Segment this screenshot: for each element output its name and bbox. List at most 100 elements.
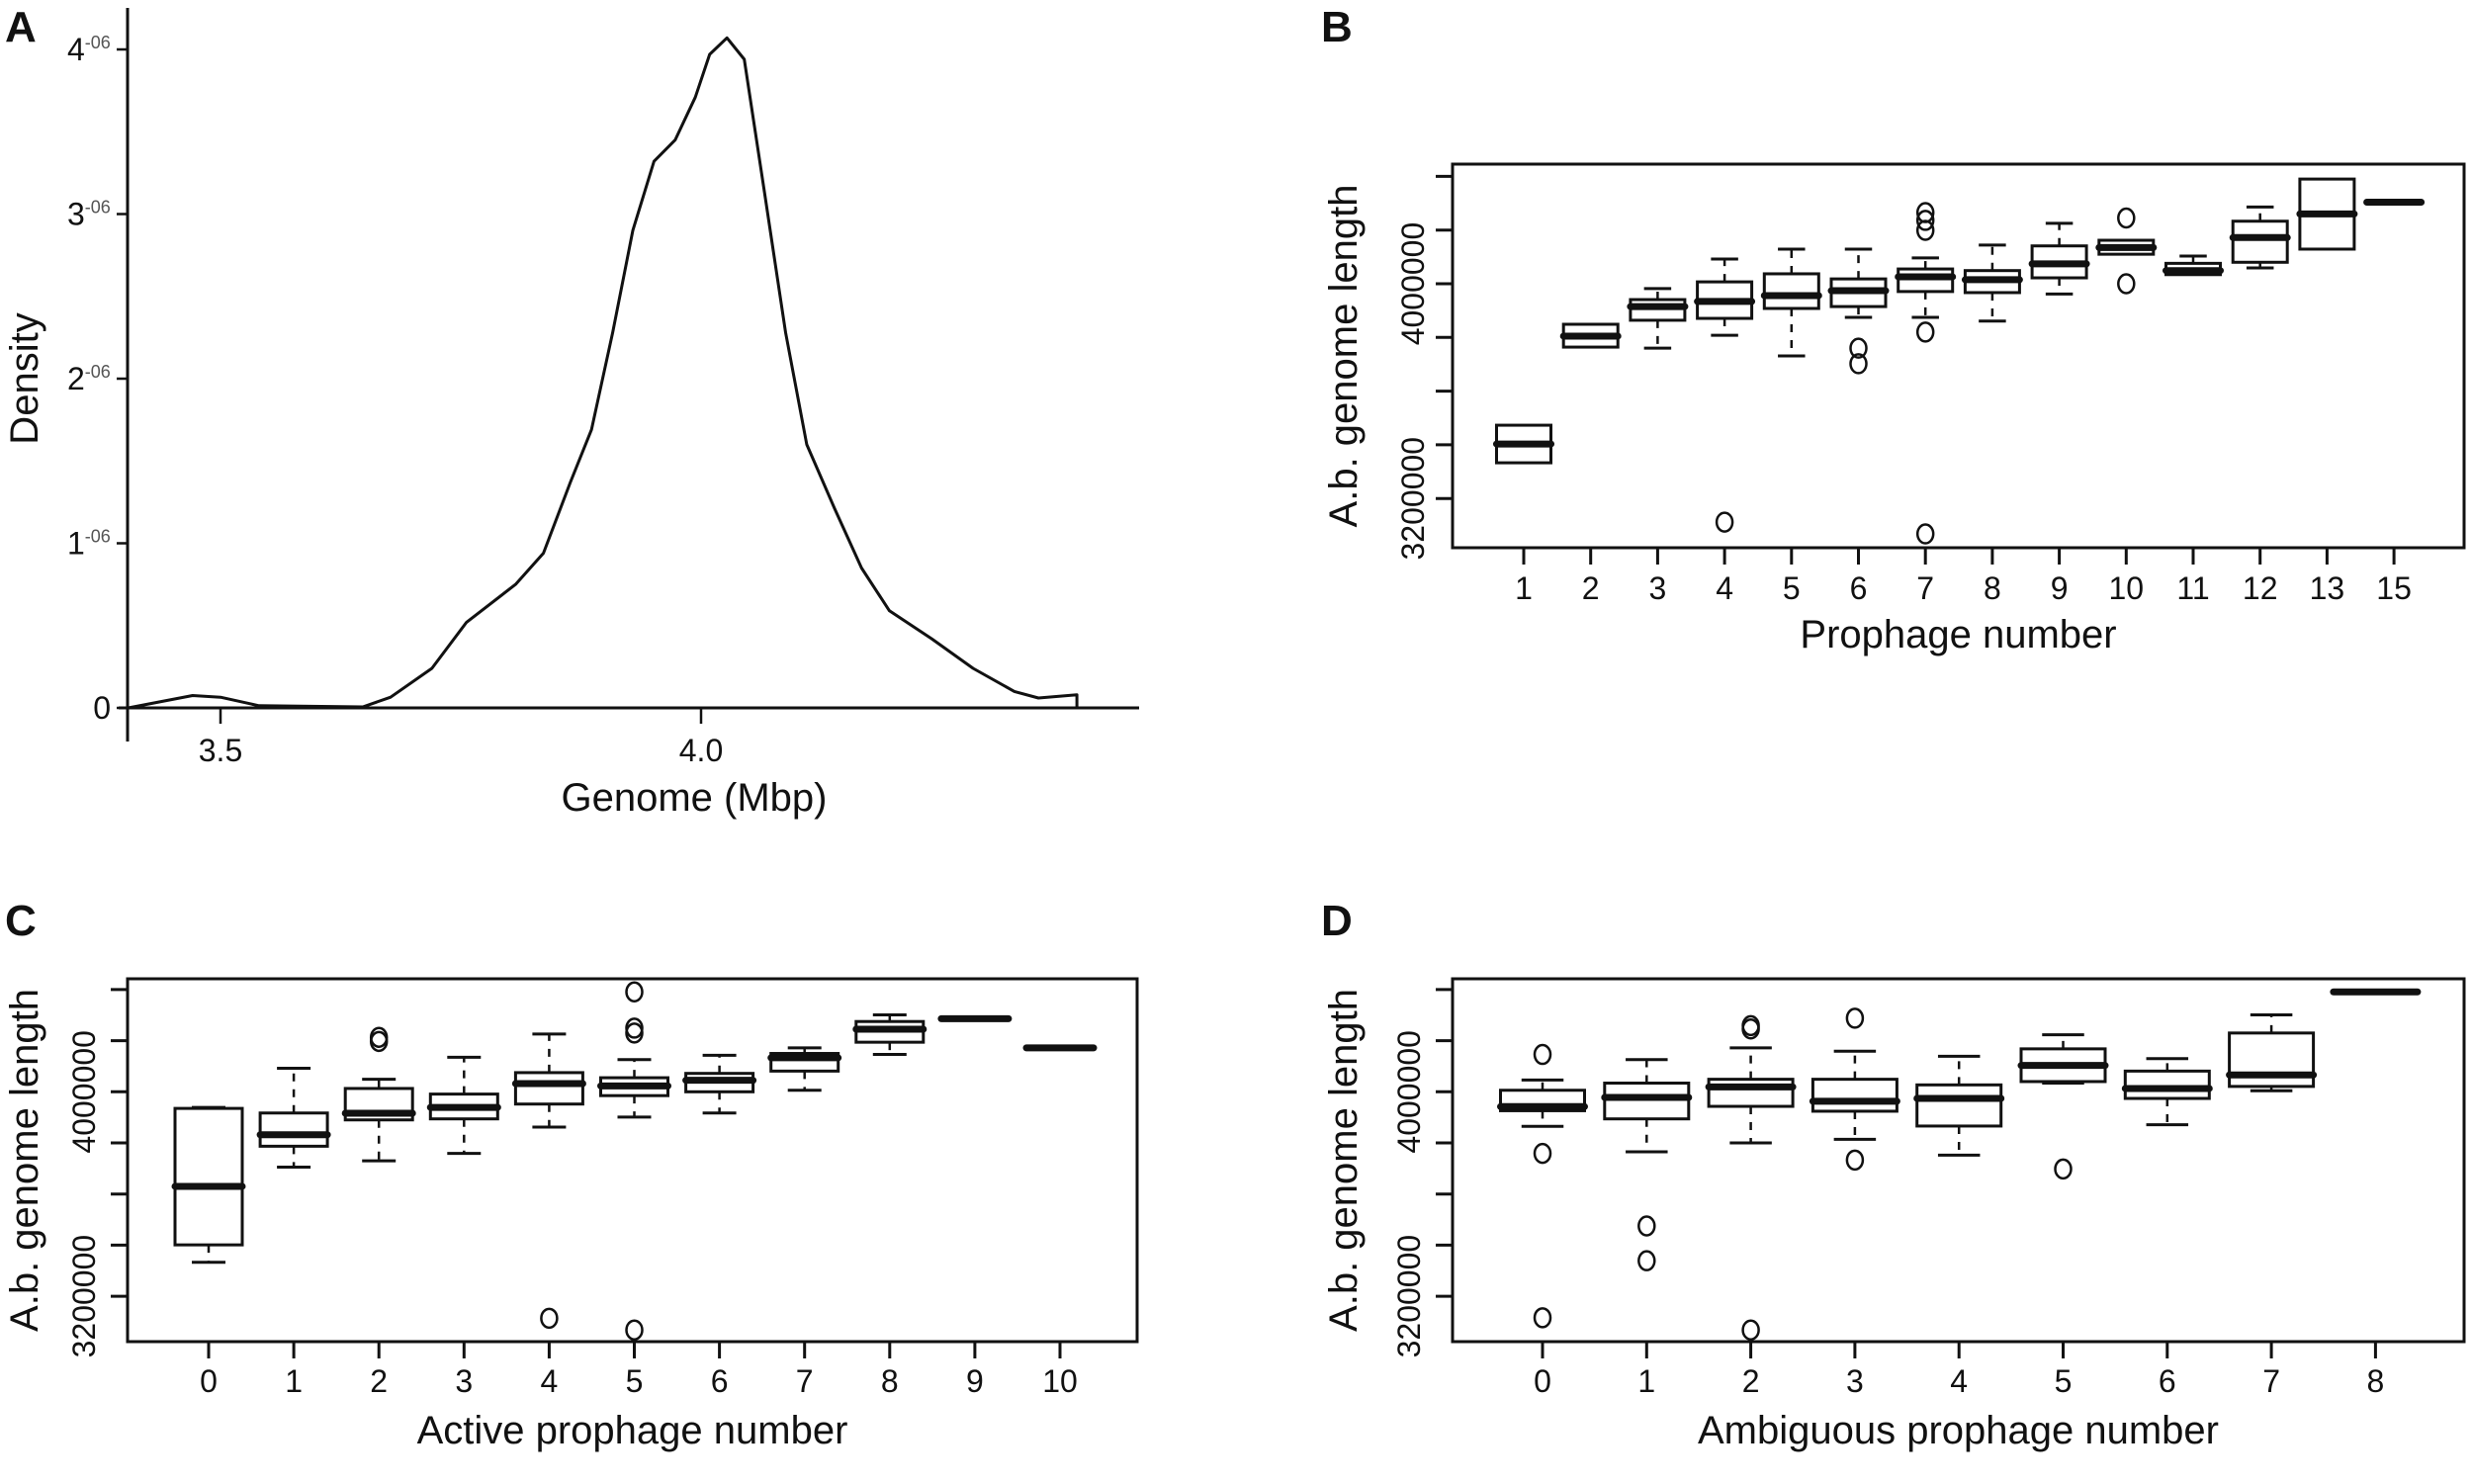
box-iqr	[1897, 267, 1955, 294]
y-tick-label: 1-06	[67, 526, 111, 562]
box-9	[2028, 221, 2090, 296]
outlier-point	[1849, 337, 1868, 359]
outlier-point	[1915, 523, 1935, 545]
x-tick-label: 7	[2262, 1363, 2280, 1399]
outlier-point	[1637, 1215, 1656, 1237]
panel-letter-a: A	[5, 3, 37, 51]
box-7	[767, 1046, 842, 1092]
box-2	[341, 1026, 416, 1163]
box-3	[1809, 1007, 1900, 1172]
x-tick-label: 0	[200, 1363, 218, 1399]
panel-d: D 4000000 3200000 A.b. genome length Ambiguo…	[1321, 897, 2466, 1452]
x-tick-label: 4	[541, 1363, 559, 1399]
x-axis-label: Prophage number	[1800, 613, 2116, 656]
x-tick-label: 8	[1984, 570, 2001, 606]
y-tick-exponent: -06	[85, 362, 111, 382]
y-axis-label: A.b. genome length	[1322, 989, 1366, 1332]
box-1	[1493, 423, 1554, 465]
y-tick-base: 4	[67, 32, 85, 67]
outlier-point	[1533, 1307, 1552, 1329]
box-iqr	[1810, 1078, 1898, 1113]
outlier-point	[1741, 1017, 1760, 1040]
density-curve	[128, 36, 1079, 710]
outlier-point	[1845, 1007, 1865, 1029]
box-6	[1827, 247, 1890, 375]
x-tick-label: 2	[1742, 1363, 1760, 1399]
box-1	[256, 1067, 331, 1170]
x-tick-label: 8	[2367, 1363, 2385, 1399]
x-tick-label: 12	[2243, 570, 2278, 606]
outlier-point	[1849, 353, 1868, 375]
outlier-point	[540, 1307, 559, 1330]
x-axis-label: Active prophage number	[417, 1409, 848, 1452]
box-4	[511, 1032, 586, 1330]
y-axis-label: A.b. genome length	[1322, 185, 1366, 528]
x-tick-label: 4	[1950, 1363, 1968, 1399]
x-tick-label: 4	[1716, 570, 1733, 606]
box-3	[1627, 287, 1689, 350]
box-10	[2095, 207, 2158, 295]
y-tick-exponent: -06	[85, 33, 111, 52]
outlier-point	[1741, 1319, 1760, 1341]
outlier-point	[625, 1319, 644, 1341]
y-tick-label: 4000000	[1391, 1030, 1427, 1154]
outlier-point	[1533, 1043, 1552, 1066]
box-iqr	[1707, 1078, 1795, 1108]
x-tick-label: 7	[796, 1363, 814, 1399]
x-tick-label: 11	[2176, 570, 2209, 606]
outlier-point	[1915, 210, 1935, 231]
x-tick-label: 2	[370, 1363, 388, 1399]
box-0	[171, 1105, 246, 1265]
box-6	[2121, 1057, 2213, 1127]
x-tick-label: 5	[2055, 1363, 2073, 1399]
y-tick-base: 3	[67, 197, 85, 232]
panel-letter-b: B	[1321, 3, 1353, 51]
box-iqr	[1603, 1082, 1691, 1121]
y-tick-label: 4000000	[66, 1030, 102, 1154]
outlier-point	[2117, 273, 2136, 295]
outlier-point	[1845, 1149, 1865, 1172]
outlier-point	[1915, 321, 1935, 343]
box-8	[852, 1012, 927, 1057]
box-5	[597, 981, 671, 1341]
panel-letter-c: C	[5, 897, 37, 945]
x-tick-label: 10	[2109, 570, 2145, 606]
x-tick-label: 4.0	[679, 733, 723, 768]
box-iqr	[2123, 1069, 2211, 1100]
y-tick-base: 1	[67, 526, 85, 562]
x-tick-label: 6	[711, 1363, 729, 1399]
box-iqr	[2231, 219, 2289, 264]
x-axis-label: Ambiguous prophage number	[1698, 1409, 2219, 1452]
y-tick-label: 4000000	[1395, 222, 1431, 346]
box-13	[2296, 177, 2358, 251]
x-tick-label: 8	[881, 1363, 899, 1399]
x-tick-label: 1	[1637, 1363, 1655, 1399]
y-tick-label: 3-06	[67, 197, 111, 232]
outlier-point	[625, 1022, 644, 1044]
x-tick-label: 1	[1515, 570, 1533, 606]
y-axis-label: A.b. genome length	[3, 989, 46, 1332]
outlier-point	[1915, 219, 1935, 241]
box-7	[2226, 1012, 2318, 1092]
y-tick-label: 2-06	[67, 361, 111, 396]
y-axis-label: Density	[3, 312, 46, 444]
y-tick-exponent: -06	[85, 527, 111, 547]
outlier-point	[2054, 1158, 2073, 1180]
panel-b: B 4000000 3200000 A.b. genome length Prophag…	[1321, 3, 2466, 656]
box-2	[1705, 1014, 1797, 1341]
box-7	[1895, 202, 1957, 545]
y-tick-label: 0	[93, 690, 111, 726]
x-tick-label: 3.5	[199, 733, 242, 768]
y-tick-base: 2	[67, 361, 85, 396]
outlier-point	[1715, 511, 1734, 533]
x-tick-label: 3	[455, 1363, 473, 1399]
box-iqr	[173, 1106, 244, 1247]
panel-c: C 4000000 3200000 A.b. genome length Active …	[3, 897, 1139, 1452]
x-tick-label: 6	[1850, 570, 1868, 606]
panel-letter-d: D	[1321, 897, 1353, 945]
y-tick-label: 3200000	[1391, 1235, 1427, 1358]
plot-frame	[1451, 162, 2466, 550]
